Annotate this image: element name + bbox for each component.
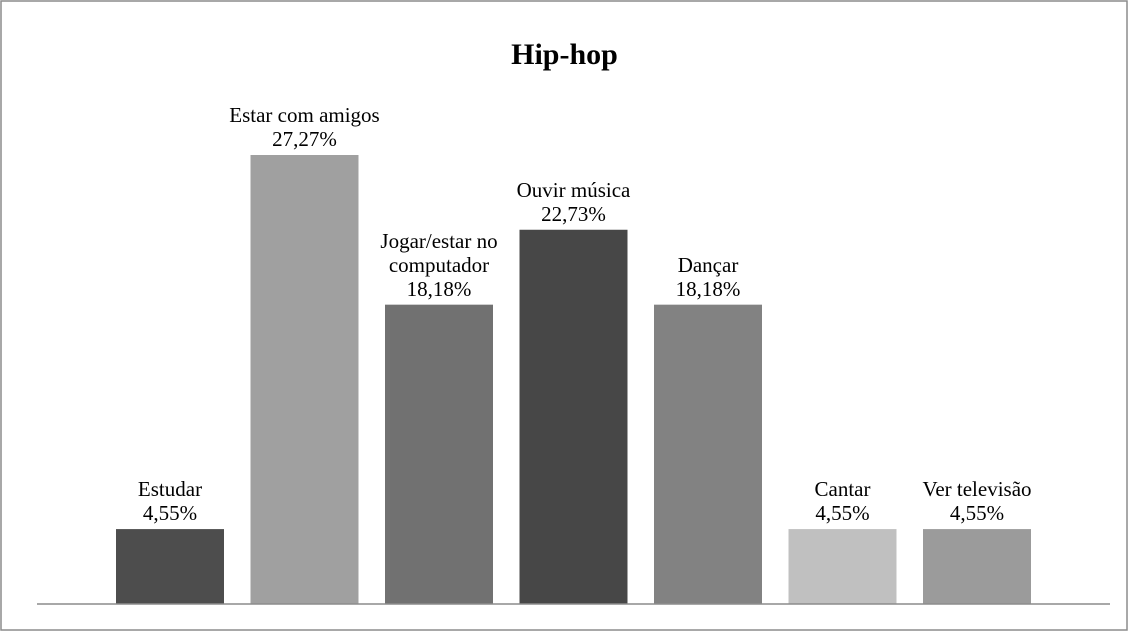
value-label: 4,55% — [142, 501, 198, 526]
value-label: 22,73% — [541, 201, 606, 226]
bar — [654, 304, 762, 604]
category-label: Cantar — [814, 477, 871, 502]
bar — [385, 304, 493, 604]
bar — [788, 529, 897, 604]
data-label: Cantar 4,55% — [815, 477, 871, 525]
category-label: Dançar — [677, 252, 739, 277]
bar — [519, 229, 628, 604]
value-label: 18,18% — [675, 276, 741, 301]
chart-title: Hip-hop — [511, 38, 618, 71]
category-label: Estar com amigos — [229, 103, 380, 127]
data-label: Estudar 4,55% — [138, 477, 202, 525]
value-label: 4,55% — [815, 501, 870, 526]
value-label: 27,27% — [272, 127, 337, 151]
data-label: Ver televisão 4,55% — [922, 477, 1031, 525]
data-label: Ouvir música 22,73% — [517, 178, 631, 226]
data-label: Estar com amigos 27,27% — [229, 103, 379, 151]
value-label: 18,18% — [406, 276, 472, 301]
bar — [923, 529, 1031, 604]
bar — [250, 155, 359, 604]
value-label: 4,55% — [949, 501, 1005, 526]
data-label: Jogar/estar no computador 18,18% — [364, 229, 514, 301]
category-label: Ouvir música — [516, 177, 631, 202]
category-label: Jogar/estar no computador — [380, 228, 498, 277]
category-label: Ver televisão — [922, 477, 1032, 502]
category-label: Estudar — [137, 477, 203, 502]
data-label: Dançar 18,18% — [676, 253, 741, 301]
bar — [116, 529, 224, 604]
